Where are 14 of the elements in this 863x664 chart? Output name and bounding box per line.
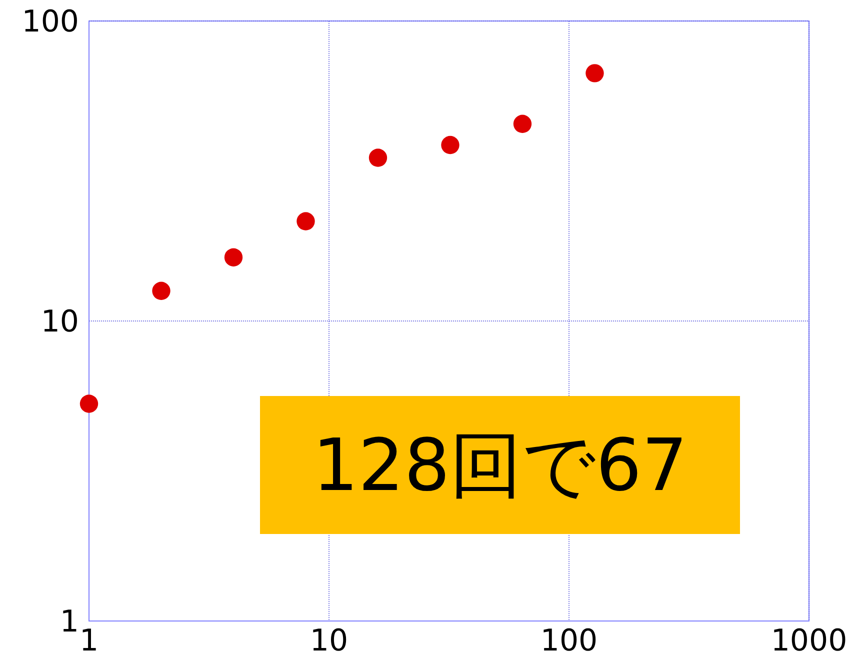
- x-tick-label: 10: [310, 623, 348, 658]
- point: [513, 114, 532, 133]
- y-tick-label: 100: [22, 4, 79, 40]
- point: [296, 212, 315, 230]
- point: [224, 248, 243, 266]
- y-tick-label: 10: [40, 304, 79, 340]
- annotation: 128回で67: [312, 423, 688, 508]
- point: [152, 282, 170, 300]
- x-tick-label: 100: [540, 623, 598, 658]
- x-tick-label: 1000: [770, 623, 848, 658]
- point: [441, 136, 460, 154]
- point: [80, 394, 98, 413]
- point: [368, 148, 388, 167]
- point: [586, 64, 604, 82]
